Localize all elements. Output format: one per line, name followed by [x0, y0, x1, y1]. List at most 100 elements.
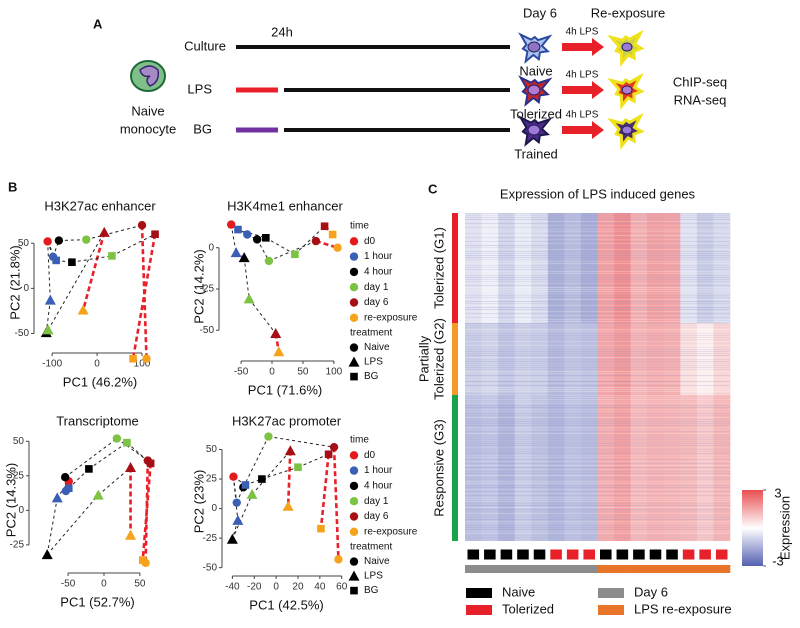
heatmap-texture	[465, 395, 730, 396]
x-tick-label: 50	[297, 367, 309, 378]
point	[43, 237, 52, 246]
point	[125, 462, 137, 473]
nucleus-icon	[527, 84, 541, 96]
legend-label: Day 6	[634, 584, 668, 599]
column-annotation	[648, 548, 663, 561]
heatmap-texture	[465, 517, 730, 518]
legend-swatch	[349, 237, 359, 246]
trajectory	[261, 466, 299, 480]
point	[243, 230, 252, 239]
heatmap-texture	[465, 535, 730, 536]
heatmap-texture	[465, 427, 730, 428]
heatmap-texture	[465, 253, 730, 254]
trajectory	[68, 468, 90, 489]
heatmap-cell	[597, 395, 615, 541]
heatmap-texture	[465, 529, 730, 530]
panel-label: B	[8, 179, 17, 194]
heatmap-texture	[465, 227, 730, 228]
heatmap-texture	[465, 273, 730, 274]
chart-title: H3K27ac promoter	[232, 413, 342, 428]
heatmap-texture	[465, 457, 730, 458]
legend-label: Naive	[364, 556, 390, 567]
trajectory	[265, 237, 296, 255]
colorbar-tick-label: 3	[774, 485, 781, 500]
heatmap-cell	[630, 395, 648, 541]
heatmap-cell	[597, 213, 615, 323]
heatmap-cell	[481, 323, 499, 395]
legend-label: BG	[364, 371, 379, 382]
cell-label: monocyte	[120, 121, 176, 136]
point	[226, 533, 238, 544]
nucleus-icon	[621, 85, 633, 95]
state-label: Tolerized	[510, 106, 562, 121]
nucleus-icon	[527, 124, 541, 136]
point	[284, 445, 296, 456]
heatmap-texture	[465, 331, 730, 332]
heatmap-texture	[465, 305, 730, 306]
heatmap-cell	[564, 213, 582, 323]
heatmap-texture	[465, 425, 730, 426]
heatmap-texture	[465, 337, 730, 338]
trajectory	[116, 438, 149, 462]
heatmap-texture	[465, 391, 730, 392]
legend-title: treatment	[350, 542, 392, 553]
trajectory	[97, 467, 131, 496]
heatmap-texture	[531, 213, 548, 541]
legend-swatch	[349, 481, 359, 491]
reexposure-path	[332, 447, 340, 560]
x-tick-label: -50	[61, 579, 76, 590]
point	[123, 438, 131, 447]
legend-label: 4 hour	[364, 481, 393, 492]
x-tick-label: 0	[273, 582, 279, 593]
heatmap-texture	[465, 325, 730, 326]
heatmap-texture	[465, 471, 730, 472]
column-group-annotation	[498, 565, 515, 573]
heatmap-texture	[713, 213, 730, 541]
point	[273, 346, 285, 357]
heatmap-texture	[465, 423, 730, 424]
heatmap-texture	[465, 525, 730, 526]
heatmap-cell	[531, 213, 549, 323]
point	[232, 498, 241, 507]
point	[42, 324, 54, 335]
heatmap-texture	[547, 213, 565, 541]
row-group-label: Partially	[416, 335, 431, 382]
heatmap-texture	[465, 319, 730, 320]
point	[112, 434, 122, 443]
trajectory	[58, 239, 87, 242]
point	[320, 222, 329, 231]
y-tick-label: -50	[15, 328, 30, 339]
heatmap-cell	[696, 395, 714, 541]
point	[262, 234, 270, 242]
x-tick-label: 20	[292, 582, 304, 593]
heatmap-texture	[465, 283, 730, 284]
x-axis-label: PC1 (46.2%)	[63, 374, 137, 389]
heatmap-texture	[465, 415, 730, 416]
cell-label: Naive	[131, 103, 164, 118]
heatmap-cell	[498, 213, 515, 323]
x-axis-label: PC1 (42.5%)	[249, 597, 323, 612]
reexposure-path	[131, 234, 157, 359]
heatmap-cell	[663, 395, 681, 541]
point	[324, 450, 333, 459]
point	[241, 481, 250, 489]
legend-swatch	[349, 497, 359, 506]
heatmap-texture	[465, 433, 730, 434]
heatmap-texture	[465, 375, 730, 376]
heatmap-texture	[465, 483, 730, 484]
point	[334, 555, 343, 564]
row-group-bar	[452, 323, 458, 395]
point	[54, 236, 64, 245]
x-tick-label: -100	[42, 359, 62, 370]
point	[92, 489, 104, 500]
heatmap-texture	[465, 341, 730, 342]
point	[258, 475, 266, 483]
column-annotation	[499, 548, 514, 561]
column-group-annotation	[531, 565, 549, 573]
colorbar	[742, 490, 763, 566]
heatmap-texture	[465, 359, 730, 360]
heatmap-cell	[630, 213, 648, 323]
heatmap-texture	[465, 323, 730, 324]
point	[142, 354, 151, 363]
trajectory	[237, 229, 266, 239]
